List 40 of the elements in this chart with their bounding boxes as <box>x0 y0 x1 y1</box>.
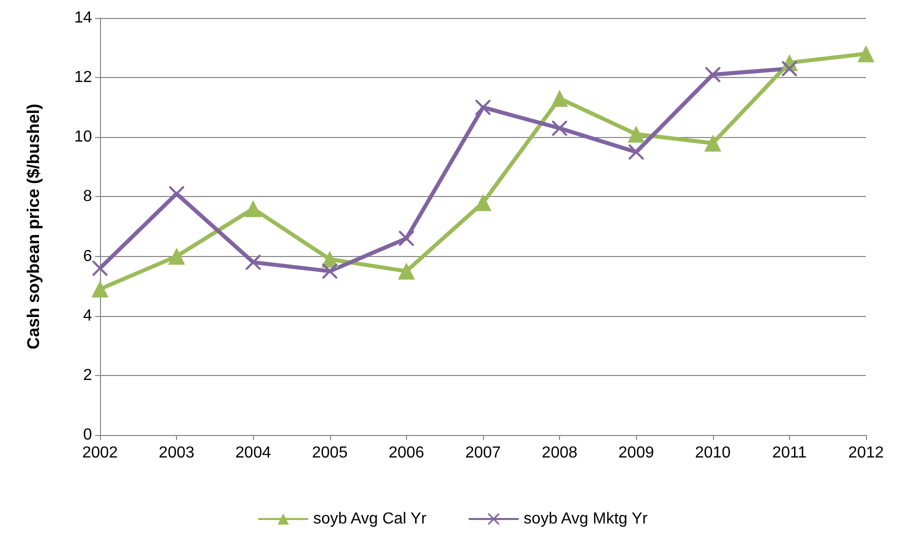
x-tick-label: 2009 <box>618 444 654 462</box>
y-tick-label: 2 <box>83 366 92 384</box>
point <box>551 90 568 107</box>
x-tick-label: 2007 <box>465 444 501 462</box>
y-tick-label: 6 <box>83 248 92 265</box>
y-tick-label: 0 <box>83 426 92 444</box>
point <box>858 45 874 62</box>
point <box>92 280 108 298</box>
y-tick-label: 8 <box>83 188 92 206</box>
y-tick-label: 4 <box>83 307 92 324</box>
point <box>628 126 645 143</box>
point <box>552 120 568 136</box>
point <box>782 61 797 76</box>
point <box>244 200 262 218</box>
point <box>168 248 186 265</box>
point <box>398 230 414 246</box>
point <box>476 100 490 115</box>
legend-label: soyb Avg Mktg Yr <box>524 510 648 528</box>
x-tick-label: 2005 <box>312 444 348 462</box>
point <box>705 67 720 82</box>
point <box>322 264 338 279</box>
point <box>92 260 108 276</box>
y-tick-label: 12 <box>74 69 92 86</box>
point <box>246 254 261 270</box>
x-tick-label: 2004 <box>235 444 272 462</box>
x-tick-label: 2006 <box>388 444 424 462</box>
x-tick-label: 2012 <box>848 444 884 462</box>
point <box>704 134 722 152</box>
y-tick-label: 14 <box>74 10 92 26</box>
point <box>628 144 644 160</box>
point <box>474 194 492 212</box>
legend-label: soyb Avg Cal Yr <box>313 510 428 528</box>
x-tick-label: 2008 <box>542 444 578 462</box>
y-axis-title: Cash soybean price ($/bushel) <box>24 104 43 350</box>
x-tick-label: 2011 <box>772 444 807 462</box>
point <box>398 262 415 280</box>
x-tick-label: 2002 <box>82 444 118 462</box>
x-tick-label: 2003 <box>158 444 194 462</box>
y-tick-label: 10 <box>74 128 92 146</box>
x-tick-label: 2010 <box>695 444 731 462</box>
